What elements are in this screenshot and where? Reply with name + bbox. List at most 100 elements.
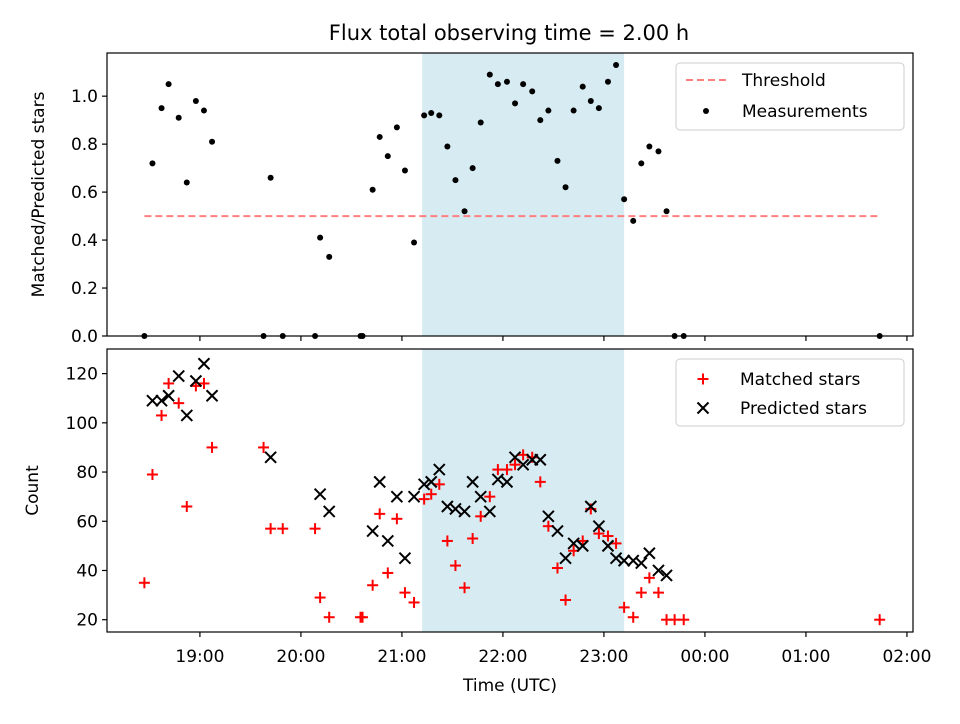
x-tick-label: 20:00: [276, 647, 325, 667]
measurement-point: [452, 177, 459, 184]
y-tick-label: 0.8: [71, 135, 98, 155]
measurement-point: [646, 143, 653, 150]
cross-stroke-b: [433, 463, 446, 476]
cross-stroke-b: [592, 519, 606, 533]
predicted-star-point: [146, 394, 159, 407]
cross-stroke-b: [381, 534, 394, 548]
predicted-star-point: [609, 551, 623, 565]
measurement-point: [421, 112, 428, 119]
top-legend: Threshold Measurements: [675, 62, 905, 131]
cross-stroke-b: [449, 502, 462, 516]
bottom-highlight-span: [422, 349, 625, 632]
cross-stroke-b: [417, 478, 431, 491]
predicted-star-point: [197, 357, 211, 370]
matched-star-point: [408, 596, 420, 608]
matched-star-point: [156, 409, 168, 421]
predicted-star-point: [500, 475, 514, 489]
cross-stroke-b: [635, 556, 648, 570]
predicted-star-point: [180, 409, 193, 422]
matched-star-point: [618, 601, 630, 613]
measurement-point: [512, 100, 519, 107]
cross-stroke-b: [643, 547, 656, 560]
y-tick-label: 0.4: [71, 231, 98, 251]
predicted-star-point: [559, 551, 572, 565]
cross-stroke-b: [146, 394, 159, 407]
cross-stroke-b: [483, 505, 497, 518]
predicted-star-point: [172, 369, 185, 383]
matched-star-point: [399, 587, 411, 599]
matched-star-point: [602, 530, 614, 542]
x-tick-label: 22:00: [478, 647, 527, 667]
measurement-points: [141, 61, 883, 339]
predicted-star-point: [398, 551, 412, 565]
measurement-point: [486, 71, 493, 78]
cross-stroke-b: [425, 475, 438, 489]
predicted-star-point: [643, 547, 656, 560]
top-highlight-span: [422, 53, 625, 336]
cross-stroke-b: [551, 524, 564, 538]
measurement-point: [469, 165, 476, 172]
matched-star-point: [627, 611, 639, 623]
predicted-star-point: [390, 490, 404, 503]
y-tick-label: 120: [66, 365, 98, 385]
cross-stroke-b: [390, 490, 404, 503]
measurement-point: [477, 119, 484, 126]
cross-stroke-b: [609, 551, 623, 565]
cross-stroke-b: [155, 394, 168, 407]
cross-stroke-b: [313, 487, 327, 501]
matched-star-point: [391, 513, 403, 525]
measurement-point: [638, 160, 645, 167]
top-y-ticks: 0.0 0.2 0.4 0.6 0.8 1.0: [71, 87, 107, 347]
matched-star-point: [265, 523, 277, 535]
predicted-star-point: [660, 569, 673, 582]
cross-stroke-b: [398, 551, 412, 565]
predicted-star-point: [576, 539, 589, 553]
legend-threshold-label: Threshold: [741, 71, 826, 91]
matched-star-point: [206, 441, 218, 453]
predicted-star-points: [146, 357, 673, 582]
measurement-point: [621, 196, 628, 203]
measurement-point: [444, 143, 451, 150]
cross-stroke-b: [584, 500, 598, 513]
predicted-star-point: [567, 537, 580, 550]
predicted-star-point: [162, 389, 175, 402]
bottom-y-ticks: 20 40 60 80 100 120: [66, 365, 107, 631]
matched-star-point: [509, 459, 521, 471]
measurement-point: [165, 81, 172, 88]
predicted-star-point: [584, 500, 598, 513]
matched-star-point: [382, 567, 394, 579]
measurement-point: [411, 239, 418, 246]
matched-star-point: [258, 441, 270, 453]
cross-stroke-b: [407, 490, 421, 503]
legend-predicted-swatch: [696, 401, 710, 415]
predicted-star-point: [407, 490, 421, 503]
matched-star-point: [449, 560, 461, 572]
cross-stroke-b: [197, 357, 211, 370]
measurement-point: [545, 107, 552, 114]
top-panel: 0.0 0.2 0.4 0.6 0.8 1.0 Matched/Predicted sta…: [29, 52, 914, 347]
y-tick-label: 20: [76, 611, 98, 631]
cross-stroke-b: [205, 389, 219, 402]
matched-star-point: [874, 614, 886, 626]
measurement-point: [267, 174, 274, 181]
measurement-point: [494, 81, 501, 88]
predicted-star-point: [474, 490, 487, 503]
cross-stroke-b: [500, 475, 514, 489]
cross-stroke-b: [534, 453, 547, 466]
cross-stroke-b: [559, 551, 572, 565]
measurement-point: [158, 105, 165, 112]
measurement-point: [326, 253, 333, 260]
bottom-axes-frame: [106, 348, 914, 633]
cross-stroke-b: [189, 374, 203, 388]
top-y-axis-label: Matched/Predicted stars: [29, 91, 49, 297]
bottom-x-ticks: 19:00 20:00 21:00 22:00 23:00 00:00 01:00 02:00: [175, 632, 931, 667]
predicted-star-point: [381, 534, 394, 548]
cross-stroke-b: [491, 473, 505, 486]
measurement-point: [401, 167, 408, 174]
predicted-star-point: [264, 451, 277, 464]
measurement-point: [503, 78, 510, 85]
measurement-point: [613, 61, 620, 68]
measurement-point: [183, 179, 190, 186]
predicted-star-point: [551, 524, 564, 538]
